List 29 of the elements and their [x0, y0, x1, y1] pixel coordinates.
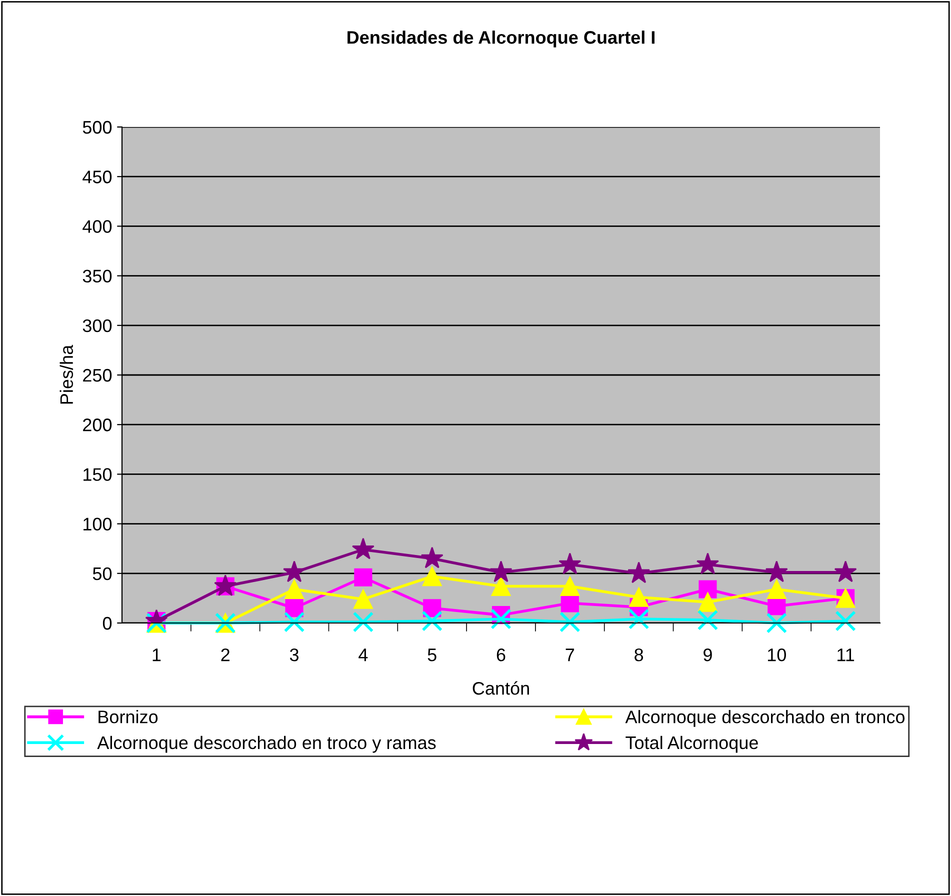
- legend-label: Total Alcornoque: [626, 736, 758, 753]
- y-tick-label: 150: [84, 468, 112, 481]
- legend-label: Bornizo: [98, 710, 158, 724]
- y-tick-label: 500: [82, 120, 112, 134]
- legend-label: Alcornoque descorchado en tronco: [625, 710, 905, 727]
- y-tick-label: 50: [92, 567, 112, 580]
- legend-label: Alcornoque descorchado en troco y ramas: [97, 736, 436, 753]
- y-tick-label: 300: [82, 319, 112, 332]
- x-tick-label: 6: [496, 648, 506, 662]
- y-tick-label: 100: [84, 518, 112, 531]
- y-tick-label: 400: [82, 220, 112, 233]
- chart-title: Densidades de Alcornoque Cuartel I: [348, 30, 654, 48]
- y-tick-label: 450: [82, 170, 112, 184]
- x-tick-label: 7: [566, 648, 574, 662]
- x-tick-label: 3: [290, 648, 298, 662]
- x-tick-label: 5: [428, 648, 436, 662]
- y-tick-label: 350: [82, 270, 112, 283]
- x-tick-label: 1: [152, 648, 161, 662]
- x-tick-label: 9: [704, 648, 712, 662]
- y-tick-label: 250: [83, 368, 112, 382]
- y-axis-title: Pies/ha: [60, 344, 74, 404]
- y-tick-label: 200: [83, 418, 112, 432]
- y-tick-label: 0: [102, 616, 112, 630]
- x-axis-title: Cantón: [472, 681, 529, 695]
- x-tick-label: 4: [358, 648, 368, 662]
- x-tick-label: 2: [221, 648, 230, 662]
- x-tick-label: 11: [838, 648, 854, 662]
- x-tick-label: 10: [768, 648, 786, 662]
- x-tick-label: 8: [634, 648, 644, 662]
